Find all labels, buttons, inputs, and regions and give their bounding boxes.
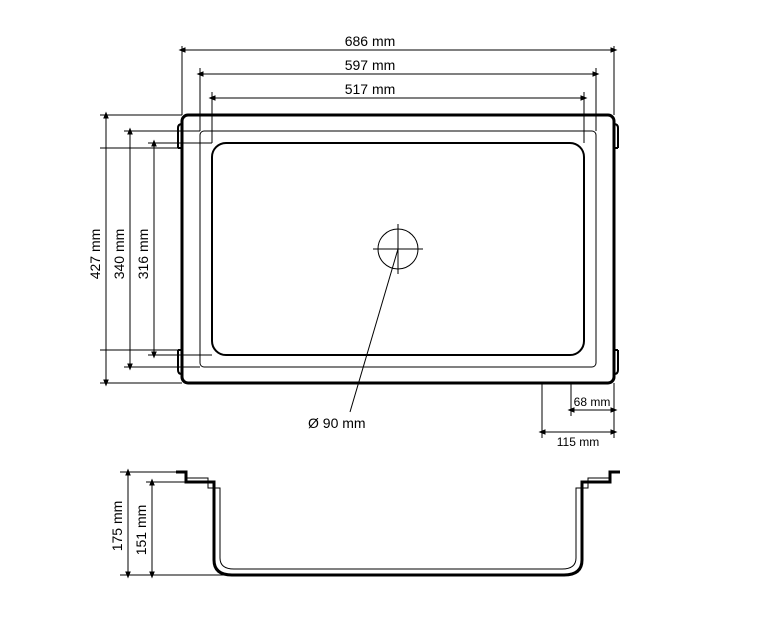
dim-316-label: 316 mm [135, 229, 151, 280]
top-view: Ø 90 mm 686 mm 597 mm 517 mm [87, 33, 618, 449]
side-view: 175 mm 151 mm [109, 472, 620, 575]
sink-profile [176, 472, 620, 575]
dim-115-label: 115 mm [557, 435, 599, 449]
dim-175-label: 175 mm [109, 501, 125, 552]
sink-profile-inner [186, 478, 610, 569]
dim-427-label: 427 mm [87, 229, 103, 280]
dim-597-label: 597 mm [345, 57, 396, 73]
dim-340-label: 340 mm [111, 229, 127, 280]
dim-517-label: 517 mm [345, 81, 396, 97]
dim-686-label: 686 mm [345, 33, 396, 49]
dim-68-label: 68 mm [574, 395, 611, 409]
drain-diameter-label: Ø 90 mm [308, 415, 366, 431]
width-extension-lines [182, 46, 614, 143]
drain-leader [350, 249, 398, 412]
dim-151-label: 151 mm [133, 505, 149, 556]
